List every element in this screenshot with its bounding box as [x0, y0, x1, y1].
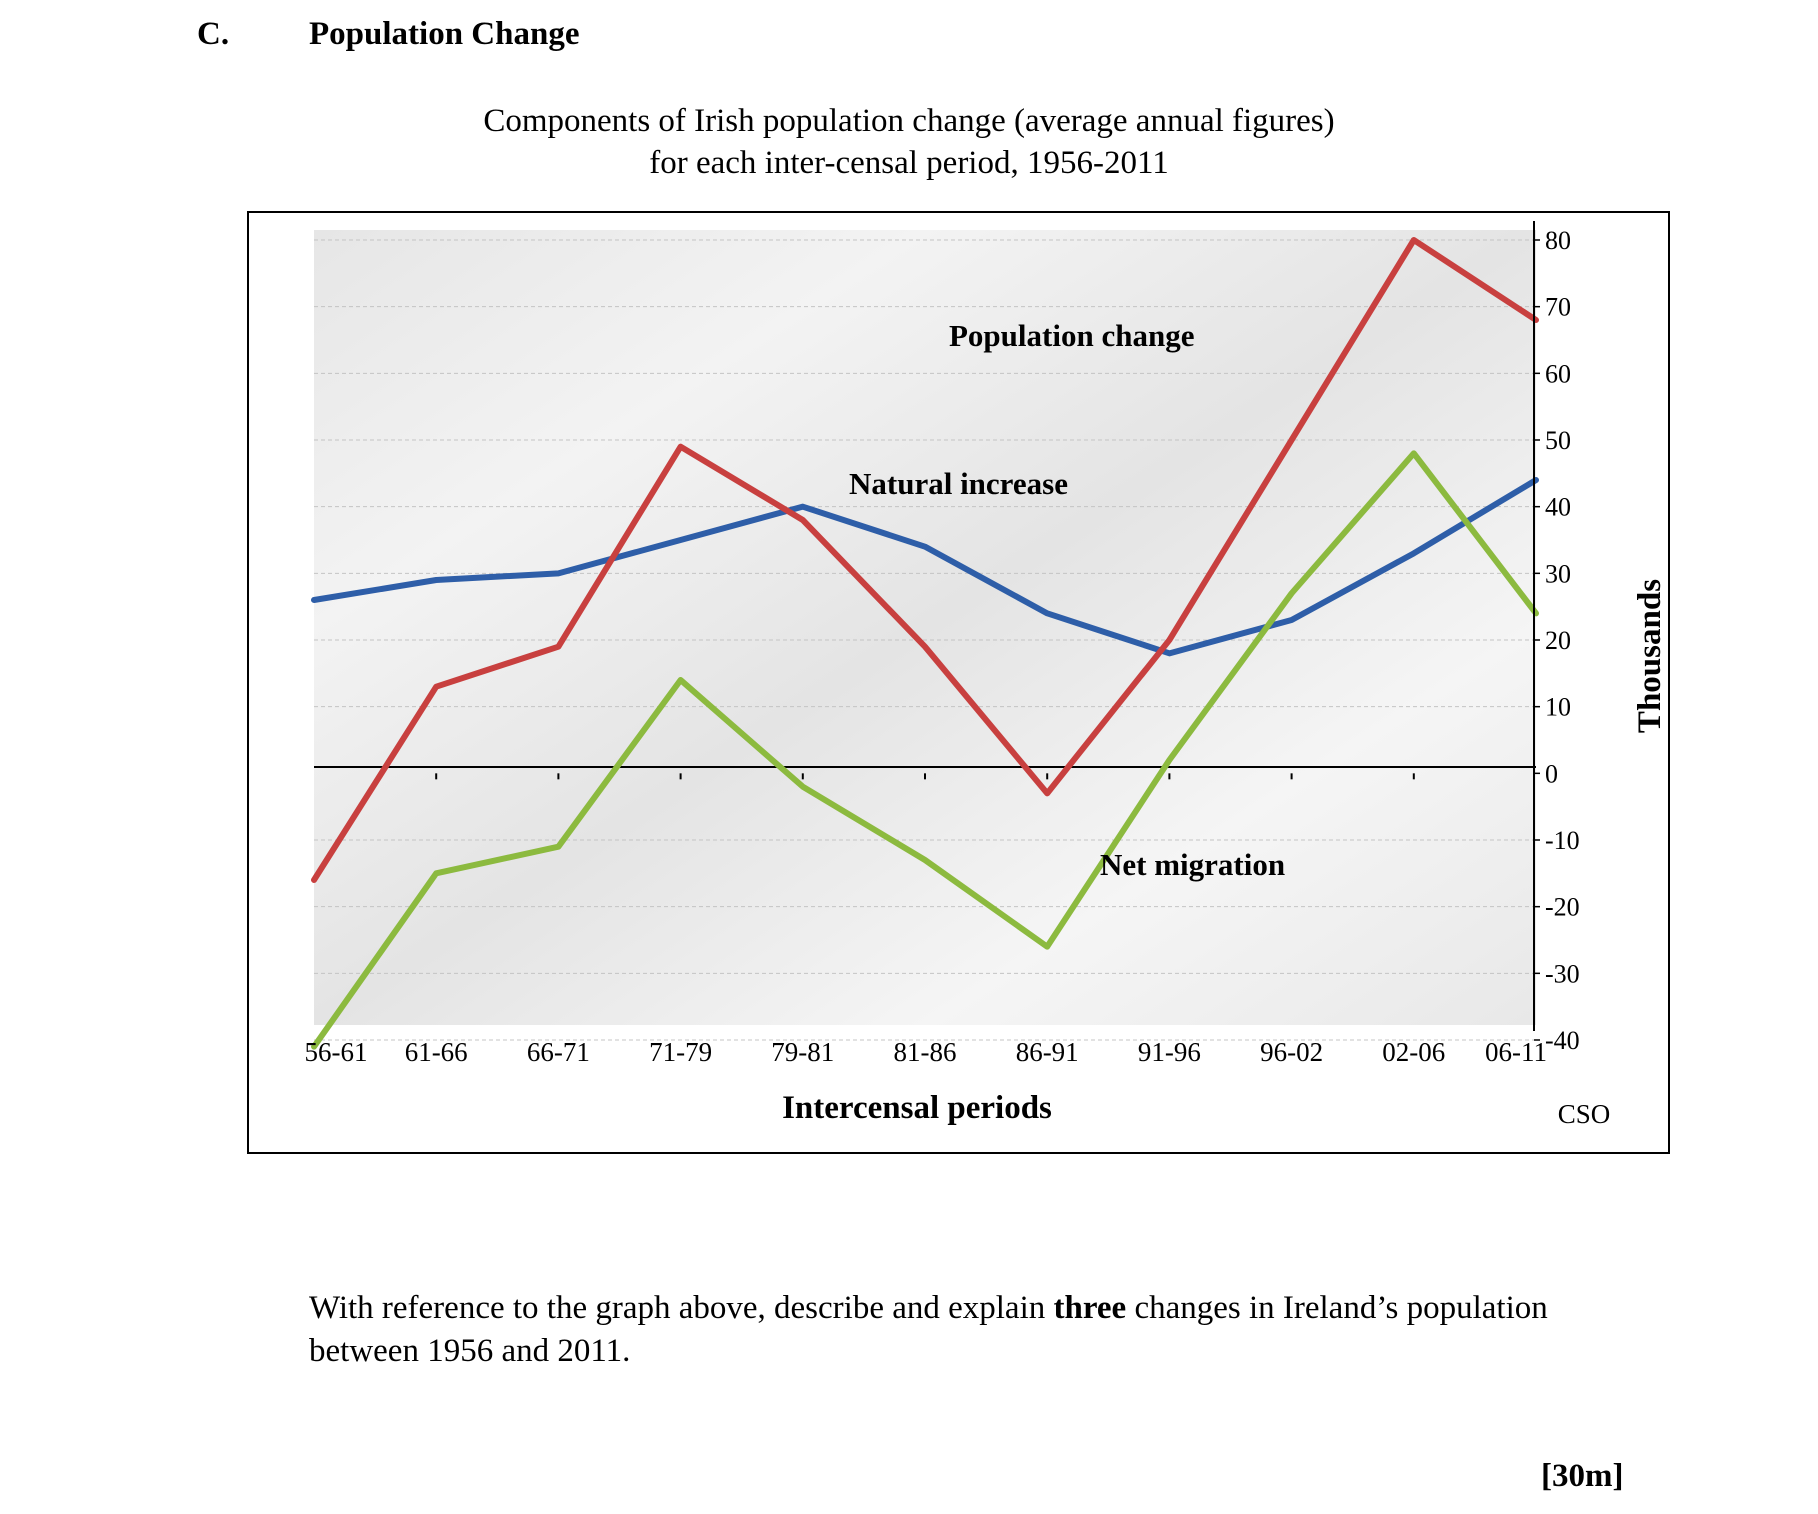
marks-label: [30m]	[1541, 1458, 1624, 1494]
question-text-after: changes in Ireland’s population between …	[309, 1290, 1548, 1369]
y-tick-label: 60	[1545, 359, 1571, 388]
x-tick-label: 91-96	[1138, 1037, 1201, 1067]
series-line-net-migration	[311, 450, 1539, 1050]
chart-frame: 80 70 60 50 40 30 20 10 0 -10 -20 -30 -40 56-61 61-66…	[247, 211, 1670, 1154]
series-label-net-migration: Net migration	[1100, 847, 1285, 882]
y-tick-label: -30	[1545, 959, 1580, 988]
series-label-natural-increase: Natural increase	[849, 466, 1068, 501]
paper-background	[314, 230, 1536, 1025]
question-text-before: With reference to the graph above, descr…	[309, 1290, 1054, 1326]
series-line-natural-increase	[311, 477, 1539, 657]
x-tick-labels: 56-61 61-66 66-71 71-79 79-81 81-86 86-91 91-96…	[305, 1037, 1548, 1067]
y-tick-label: 30	[1545, 559, 1571, 588]
y-tick-label: 50	[1545, 426, 1571, 455]
x-tick-label: 56-61	[305, 1037, 368, 1067]
x-tick-label: 86-91	[1016, 1037, 1079, 1067]
section-letter: C.	[197, 16, 230, 52]
x-tick-label: 02-06	[1382, 1037, 1445, 1067]
y-tick-label: 80	[1545, 226, 1571, 255]
y-tick-labels: 80 70 60 50 40 30 20 10 0 -10 -20 -30 -40	[1534, 226, 1580, 1055]
x-tick-label: 66-71	[527, 1037, 590, 1067]
x-tick-label: 06-11	[1485, 1037, 1547, 1067]
question-text: With reference to the graph above, descr…	[309, 1287, 1609, 1373]
section-title: Population Change	[309, 16, 580, 52]
x-tick-label: 61-66	[405, 1037, 468, 1067]
x-tick-label: 81-86	[894, 1037, 957, 1067]
series-lines	[311, 237, 1539, 1050]
series-line-population-change	[311, 237, 1539, 883]
y-tick-label: 70	[1545, 293, 1571, 322]
y-axis-title: Thousands	[1632, 579, 1668, 733]
y-tick-label: 10	[1545, 693, 1571, 722]
chart-title-line2: for each inter-censal period, 1956-2011	[649, 145, 1169, 181]
x-tick-label: 96-02	[1260, 1037, 1323, 1067]
y-tick-label: 0	[1545, 759, 1558, 788]
y-tick-label: 40	[1545, 493, 1571, 522]
series-label-population-change: Population change	[949, 318, 1194, 353]
y-tick-label: -10	[1545, 826, 1580, 855]
question-emphasis: three	[1053, 1290, 1127, 1326]
x-tick-label: 71-79	[649, 1037, 712, 1067]
x-tick-marks	[435, 773, 1415, 780]
chart-title-line1: Components of Irish population change (a…	[483, 103, 1335, 139]
y-tick-label: 20	[1545, 626, 1571, 655]
x-tick-label: 79-81	[771, 1037, 834, 1067]
source-label: CSO	[1558, 1099, 1611, 1129]
y-tick-label: -20	[1545, 893, 1580, 922]
x-axis-title: Intercensal periods	[782, 1090, 1052, 1126]
line-chart: 80 70 60 50 40 30 20 10 0 -10 -20 -30 -40 56-61 61-66…	[305, 221, 1668, 1129]
y-tick-label: -40	[1545, 1026, 1580, 1055]
